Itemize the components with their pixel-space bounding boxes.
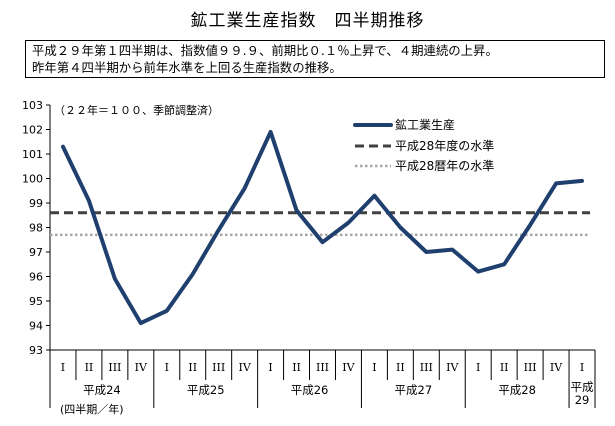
x-year-label: 平成26 [291, 383, 329, 397]
y-tick-label: 102 [22, 124, 43, 137]
chart-title: 鉱工業生産指数 四半期推移 [190, 11, 425, 31]
level-lines [50, 211, 590, 237]
x-quarter-label: IV [238, 361, 251, 374]
y-tick-label: 101 [22, 148, 43, 161]
y-tick-label: 100 [22, 173, 43, 186]
series-lines [61, 129, 584, 326]
x-quarter-label: II [188, 361, 197, 374]
x-quarter-label: IV [135, 361, 148, 374]
x-quarter-label: II [292, 361, 301, 374]
x-quarter-label: III [524, 361, 537, 374]
x-year-label: 29 [575, 393, 590, 407]
series-line [61, 129, 584, 326]
x-quarter-label: IV [550, 361, 563, 374]
chart-annotation: （２２年＝１００、季節調整済） [54, 103, 219, 117]
x-quarter-label: III [316, 361, 329, 374]
legend-label: 平成28年度の水準 [395, 138, 494, 153]
x-quarter-label: I [580, 361, 584, 374]
x-year-label: 平成24 [83, 383, 121, 397]
x-quarter-label: III [212, 361, 225, 374]
y-tick-label: 94 [29, 320, 43, 333]
x-quarter-label: I [61, 361, 65, 374]
x-quarter-label: I [372, 361, 376, 374]
y-tick-label: 96 [29, 271, 43, 284]
summary-line-1: 平成２９年第１四半期は、指数値９９.９、前期比０.１％上昇で、４期連続の上昇。 [32, 43, 498, 58]
x-quarter-label: IV [342, 361, 355, 374]
x-year-label: 平成 [571, 380, 594, 394]
y-tick-label: 95 [29, 295, 43, 308]
y-tick-label: 98 [29, 222, 43, 235]
x-quarter-label: IV [446, 361, 459, 374]
x-year-label: 平成27 [395, 383, 433, 397]
x-unit-note: (四半期／年) [60, 402, 124, 416]
x-quarter-label: I [476, 361, 480, 374]
legend-label: 平成28暦年の水準 [395, 158, 494, 173]
legend-label: 鉱工業生産 [395, 117, 455, 132]
y-tick-label: 99 [29, 197, 43, 210]
y-tick-label: 103 [22, 99, 43, 112]
x-quarter-label: II [85, 361, 94, 374]
x-quarter-label: II [500, 361, 509, 374]
y-tick-label: 97 [29, 246, 43, 259]
x-quarter-label: III [108, 361, 121, 374]
summary-box: 平成２９年第１四半期は、指数値９９.９、前期比０.１％上昇で、４期連続の上昇。 … [25, 40, 605, 78]
x-year-label: 平成28 [498, 383, 536, 397]
x-quarter-label: I [268, 361, 272, 374]
y-tick-label: 93 [29, 344, 43, 357]
x-quarter-label: III [420, 361, 433, 374]
x-year-label: 平成25 [187, 383, 225, 397]
x-quarter-label: I [165, 361, 169, 374]
x-quarter-label: II [396, 361, 405, 374]
summary-line-2: 昨年第４四半期から前年水準を上回る生産指数の推移。 [32, 59, 342, 75]
